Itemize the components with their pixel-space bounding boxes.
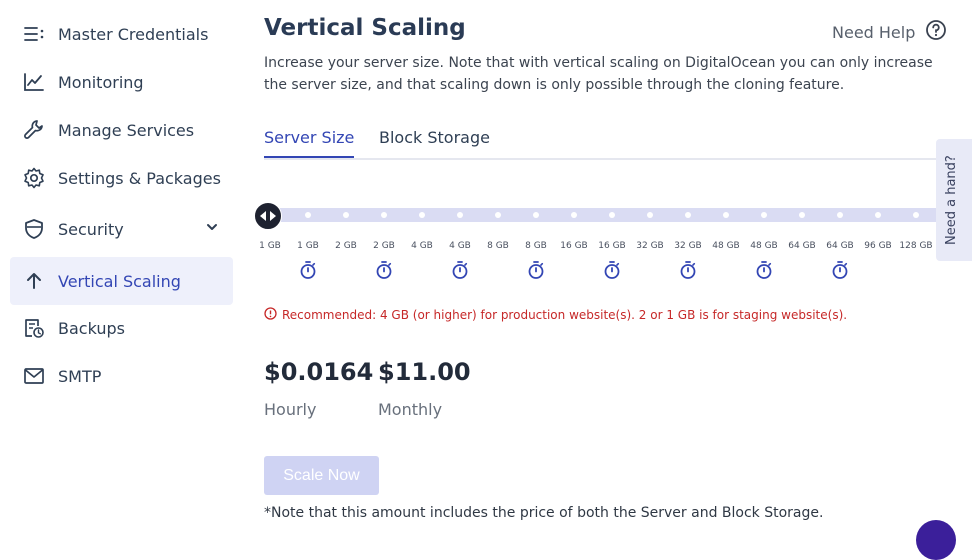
tab-block-storage[interactable]: Block Storage: [379, 128, 490, 147]
slider-tick-label: 8 GB: [487, 241, 509, 251]
sidebar-item-monitoring[interactable]: Monitoring: [10, 58, 233, 106]
sidebar-item-vertical-scaling[interactable]: Vertical Scaling: [10, 257, 233, 305]
slider-tick-label: 48 GB: [750, 241, 778, 251]
slider-step-dot[interactable]: [837, 212, 843, 218]
need-a-hand-label: Need a hand?: [944, 155, 959, 245]
slider-tick-label: 1 GB: [259, 241, 281, 251]
question-circle-icon: [925, 19, 947, 45]
menu-list-icon: [22, 22, 46, 46]
stopwatch-icon: [374, 260, 394, 280]
slider-tick-label: 16 GB: [598, 241, 626, 251]
slider-step-dot[interactable]: [495, 212, 501, 218]
sidebar-item-label: Monitoring: [58, 72, 144, 92]
server-size-slider-track[interactable]: [268, 208, 944, 222]
slider-step-dot[interactable]: [875, 212, 881, 218]
hourly-label: Hourly: [264, 400, 317, 419]
slider-step-dot[interactable]: [305, 212, 311, 218]
stopwatch-icon: [678, 260, 698, 280]
slider-step-dot[interactable]: [685, 212, 691, 218]
sidebar-item-manage-services[interactable]: Manage Services: [10, 106, 233, 154]
slider-tick-label: 32 GB: [674, 241, 702, 251]
slider-step-dot[interactable]: [457, 212, 463, 218]
slider-tick-label: 2 GB: [373, 241, 395, 251]
need-help-label: Need Help: [832, 22, 916, 42]
tab-server-size[interactable]: Server Size: [264, 128, 355, 158]
tab-bar: Server Size Block Storage: [264, 128, 964, 160]
line-chart-icon: [22, 70, 46, 94]
slider-step-dot[interactable]: [381, 212, 387, 218]
stopwatch-icon: [298, 260, 318, 280]
backup-icon: [22, 316, 46, 340]
slider-tick-label: 96 GB: [864, 241, 892, 251]
sidebar-item-settings-packages[interactable]: Settings & Packages: [10, 154, 233, 202]
slider-handle[interactable]: [254, 202, 282, 230]
sidebar-item-label: Vertical Scaling: [58, 271, 181, 291]
slider-tick-label: 2 GB: [335, 241, 357, 251]
sidebar-item-label: Manage Services: [58, 120, 195, 140]
sidebar-item-label: Backups: [58, 318, 125, 338]
monthly-price: $11.00: [378, 358, 471, 386]
recommendation-warning: Recommended: 4 GB (or higher) for produc…: [264, 307, 847, 323]
slider-step-dot[interactable]: [723, 212, 729, 218]
scale-now-button[interactable]: Scale Now: [264, 456, 379, 495]
slider-tick-label: 128 GB: [899, 241, 933, 251]
price-footnote: *Note that this amount includes the pric…: [264, 505, 824, 521]
slider-step-dot[interactable]: [913, 212, 919, 218]
stopwatch-icon: [526, 260, 546, 280]
sidebar-item-label: Settings & Packages: [58, 168, 221, 188]
slider-step-dot[interactable]: [571, 212, 577, 218]
sidebar-item-smtp[interactable]: SMTP: [10, 352, 233, 400]
sidebar: Master Credentials Monitoring Manage Ser…: [0, 0, 245, 530]
stopwatch-icon: [830, 260, 850, 280]
slider-tick-label: 48 GB: [712, 241, 740, 251]
slider-tick-label: 1 GB: [297, 241, 319, 251]
shield-icon: [22, 217, 46, 241]
need-help-link[interactable]: Need Help: [832, 19, 947, 45]
page-description: Increase your server size. Note that wit…: [264, 55, 933, 93]
sidebar-item-security[interactable]: Security: [10, 205, 233, 253]
sidebar-item-master-credentials[interactable]: Master Credentials: [10, 10, 233, 58]
sidebar-item-backups[interactable]: Backups: [10, 304, 233, 352]
slider-step-dot[interactable]: [799, 212, 805, 218]
stopwatch-icon: [754, 260, 774, 280]
sidebar-item-label: SMTP: [58, 366, 102, 386]
mail-icon: [22, 364, 46, 388]
stopwatch-icon: [450, 260, 470, 280]
slider-step-dot[interactable]: [761, 212, 767, 218]
slider-step-dot[interactable]: [533, 212, 539, 218]
warning-circle-icon: [264, 307, 277, 323]
slider-tick-label: 32 GB: [636, 241, 664, 251]
chevron-down-icon[interactable]: [205, 219, 219, 238]
slider-step-dot[interactable]: [343, 212, 349, 218]
page-title: Vertical Scaling: [264, 15, 466, 41]
chat-widget-button[interactable]: [916, 520, 956, 560]
slider-tick-label: 4 GB: [411, 241, 433, 251]
slider-step-dot[interactable]: [609, 212, 615, 218]
hourly-price: $0.0164: [264, 358, 374, 386]
need-a-hand-tab[interactable]: Need a hand?: [936, 139, 972, 261]
slider-tick-label: 16 GB: [560, 241, 588, 251]
slider-tick-label: 4 GB: [449, 241, 471, 251]
recommendation-text: Recommended: 4 GB (or higher) for produc…: [282, 308, 848, 322]
monthly-label: Monthly: [378, 400, 443, 419]
sidebar-item-label: Master Credentials: [58, 24, 209, 44]
slider-tick-label: 64 GB: [788, 241, 816, 251]
slider-tick-label: 8 GB: [525, 241, 547, 251]
wrench-icon: [22, 118, 46, 142]
slider-step-dot[interactable]: [419, 212, 425, 218]
slider-step-dot[interactable]: [647, 212, 653, 218]
slider-tick-label: 64 GB: [826, 241, 854, 251]
sidebar-item-label: Security: [58, 219, 124, 239]
arrow-up-icon: [22, 269, 46, 293]
stopwatch-icon: [602, 260, 622, 280]
gear-icon: [22, 166, 46, 190]
